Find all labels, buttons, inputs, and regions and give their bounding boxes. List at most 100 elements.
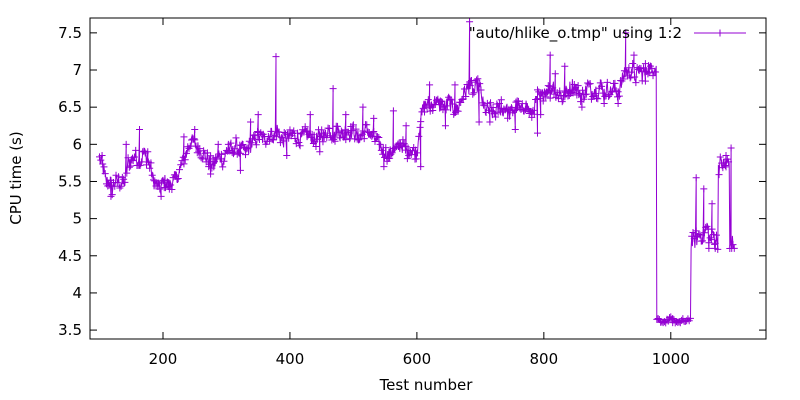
data-point-marker [417,118,425,126]
data-point-marker [228,148,236,156]
data-point-marker [525,109,533,117]
x-tick-label: 400 [276,350,305,368]
legend-entry-label: "auto/hlike_o.tmp" using 1:2 [469,24,682,43]
data-point-marker [247,139,255,147]
data-point-marker [561,88,569,96]
data-point-marker [327,132,335,140]
data-point-marker [319,138,327,146]
y-tick-label: 7 [72,61,82,79]
data-point-marker [371,138,379,146]
data-point-marker [137,158,145,166]
data-point-marker [575,90,583,98]
data-point-marker [203,149,211,157]
data-point-marker [304,127,312,135]
data-point-marker [306,111,314,119]
data-point-marker [243,145,251,153]
data-point-marker [279,137,287,145]
data-point-marker [348,127,356,135]
data-point-marker [591,90,599,98]
data-point-marker [501,106,509,114]
data-point-marker [273,133,281,141]
x-tick-label: 1000 [652,350,690,368]
data-point-marker [159,176,167,184]
data-point-marker [149,176,157,184]
data-point-marker [136,125,144,133]
data-point-marker [619,75,627,83]
data-point-marker [403,155,411,163]
data-point-marker [615,92,623,100]
y-tick-label: 5 [72,210,82,228]
data-point-marker [474,75,482,83]
data-point-marker [98,151,106,159]
data-point-marker [424,96,432,104]
data-point-marker [644,70,652,78]
data-point-marker [579,86,587,94]
data-point-marker [177,161,185,169]
data-point-marker [100,163,108,171]
data-point-marker [181,156,189,164]
data-point-marker [321,129,329,137]
data-point-marker [696,231,704,239]
x-tick-label: 200 [149,350,178,368]
data-point-marker [664,317,672,325]
data-point-marker [173,175,181,183]
data-point-marker [581,91,589,99]
data-point-marker [603,78,611,86]
data-point-marker [727,144,735,152]
data-point-marker [483,99,491,107]
data-point-marker [291,135,299,143]
data-point-marker [248,135,256,143]
data-point-marker [546,51,554,59]
data-point-marker [250,131,258,139]
data-point-marker [614,99,622,107]
data-point-marker [294,129,302,137]
data-point-marker [329,85,337,93]
data-point-marker [543,89,551,97]
data-point-marker [544,82,552,90]
data-point-marker [709,231,717,239]
data-point-marker [217,150,225,158]
data-point-marker [146,164,154,172]
data-point-marker [120,175,128,183]
data-point-marker [533,129,541,137]
data-point-marker [485,106,493,114]
data-point-marker [382,144,390,152]
data-point-marker [402,122,410,130]
data-point-marker [561,62,569,70]
data-point-marker [630,51,638,59]
data-point-marker [313,135,321,143]
data-point-marker [490,110,498,118]
data-point-marker [342,111,350,119]
data-point-marker [641,77,649,85]
data-point-marker [363,121,371,129]
data-point-marker [729,241,737,249]
data-point-marker [229,150,237,158]
data-point-marker [408,147,416,155]
data-point-marker [495,99,503,107]
data-point-marker [331,137,339,145]
x-axis-label: Test number [379,376,474,394]
data-point-marker [431,101,439,109]
data-point-marker [220,157,228,165]
data-point-marker [236,149,244,157]
data-point-marker [618,77,626,85]
data-point-marker [182,149,190,157]
data-point-marker [492,113,500,121]
legend: "auto/hlike_o.tmp" using 1:2 [469,24,746,43]
data-point-marker [301,123,309,131]
data-point-marker [716,153,724,161]
data-point-marker [699,237,707,245]
data-point-marker [167,181,175,189]
data-point-marker [286,126,294,134]
data-point-marker [174,174,182,182]
data-point-marker [649,72,657,80]
data-point-marker [208,164,216,172]
data-point-marker [725,158,733,166]
data-point-marker [170,171,178,179]
data-point-marker [352,125,360,133]
data-point-marker [711,239,719,247]
data-point-marker [574,82,582,90]
data-point-marker [130,153,138,161]
data-point-marker [312,142,320,150]
data-point-marker [316,132,324,140]
